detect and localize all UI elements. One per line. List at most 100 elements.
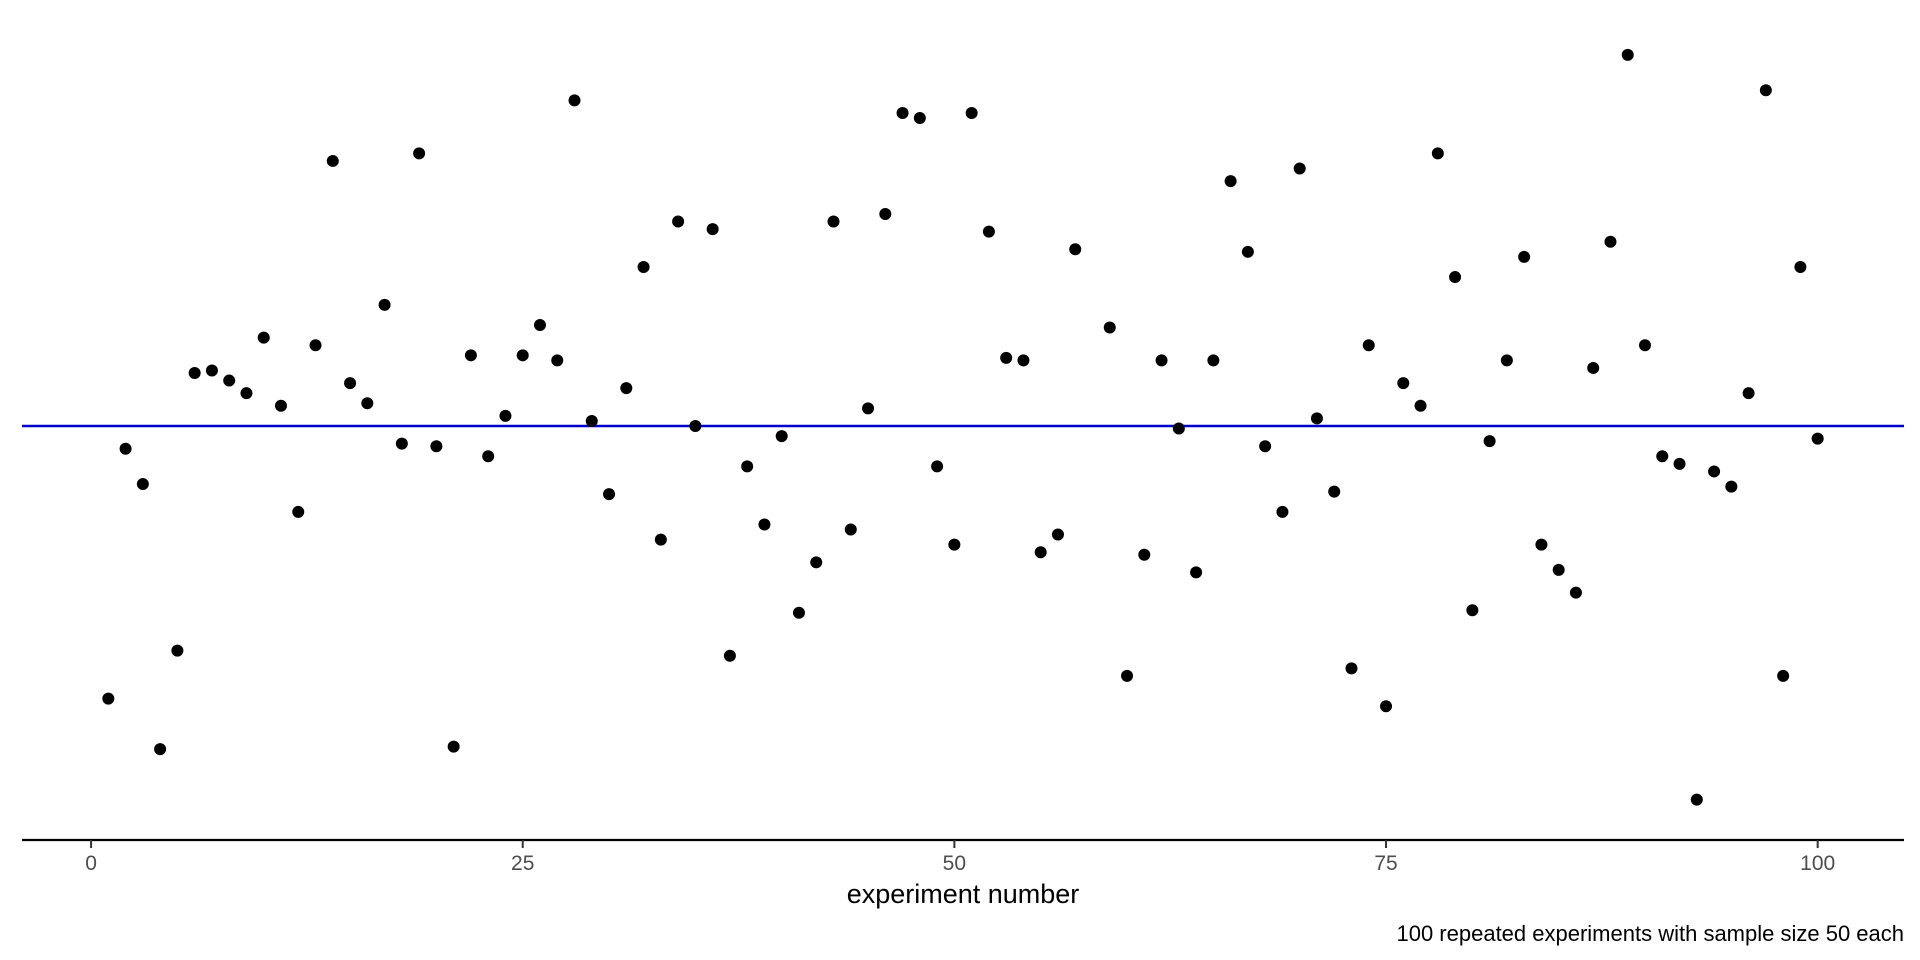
data-point	[1466, 604, 1479, 617]
chart-caption: 100 repeated experiments with sample siz…	[1396, 921, 1904, 946]
data-point	[205, 364, 218, 377]
data-point	[1742, 387, 1755, 400]
data-point	[741, 460, 754, 473]
data-point	[620, 382, 633, 395]
data-point	[1034, 546, 1047, 559]
data-point	[706, 223, 719, 236]
points-layer	[102, 48, 1824, 806]
data-point	[1241, 245, 1254, 258]
data-point	[136, 478, 149, 491]
data-point	[1552, 563, 1565, 576]
data-point	[792, 606, 805, 619]
data-point	[430, 440, 443, 453]
data-point	[672, 215, 685, 228]
data-point	[1224, 175, 1237, 188]
data-point	[1345, 662, 1358, 675]
data-point	[1000, 351, 1013, 364]
data-point	[1483, 435, 1496, 448]
data-point	[1759, 84, 1772, 97]
data-point	[326, 154, 339, 167]
data-point	[413, 147, 426, 160]
data-point	[447, 740, 460, 753]
data-point	[689, 420, 702, 432]
data-point	[965, 106, 978, 119]
data-point	[551, 354, 564, 367]
data-point	[948, 538, 961, 551]
data-point	[378, 298, 391, 311]
data-point	[1535, 538, 1548, 551]
x-tick-label: 100	[1800, 852, 1835, 875]
data-point	[499, 409, 512, 422]
x-tick-label: 50	[943, 852, 966, 875]
data-point	[1362, 339, 1375, 352]
data-point	[1725, 480, 1738, 493]
data-point	[102, 692, 115, 705]
data-point	[1500, 354, 1513, 367]
data-point	[844, 523, 857, 536]
data-point	[1518, 250, 1531, 263]
data-point	[188, 366, 201, 379]
data-point	[223, 374, 236, 387]
data-point	[1293, 162, 1306, 175]
data-point	[1017, 354, 1030, 367]
data-point	[1639, 339, 1652, 352]
data-point	[1155, 354, 1168, 367]
data-point	[603, 488, 616, 501]
data-point	[585, 414, 598, 427]
data-point	[1690, 793, 1703, 806]
data-point	[568, 94, 581, 107]
data-point	[1708, 465, 1721, 478]
data-point	[1310, 412, 1323, 425]
data-point	[637, 260, 650, 273]
data-point	[240, 387, 253, 400]
data-point	[1431, 147, 1444, 160]
data-point	[896, 106, 909, 119]
data-point	[1673, 457, 1686, 470]
data-point	[533, 319, 546, 332]
data-point	[274, 399, 287, 412]
data-point	[723, 649, 736, 662]
data-point	[516, 349, 529, 362]
data-point	[292, 505, 305, 518]
data-point	[171, 644, 184, 657]
data-point	[1794, 260, 1807, 273]
data-point	[1656, 450, 1669, 463]
data-point	[1328, 485, 1341, 498]
data-point	[862, 402, 875, 415]
data-point	[344, 377, 357, 390]
data-point	[1051, 528, 1064, 541]
data-point	[827, 215, 840, 228]
data-point	[1604, 235, 1617, 248]
data-point	[982, 225, 995, 238]
data-point	[654, 533, 667, 546]
data-point	[775, 430, 788, 443]
data-point	[1414, 399, 1427, 412]
data-point	[1397, 377, 1410, 390]
data-point	[119, 442, 132, 455]
data-point	[913, 112, 926, 125]
x-tick-label: 25	[511, 852, 534, 875]
data-point	[1380, 700, 1393, 713]
data-point	[758, 518, 771, 531]
data-point	[1569, 586, 1582, 599]
data-point	[1121, 669, 1134, 682]
data-point	[1207, 354, 1220, 367]
data-point	[1449, 271, 1462, 284]
x-axis: 0 25 50 75 100	[22, 838, 1904, 875]
data-point	[257, 331, 270, 344]
data-point	[931, 460, 944, 473]
x-tick-label: 75	[1374, 852, 1397, 875]
data-point	[879, 207, 892, 220]
data-point	[1138, 548, 1151, 561]
data-point	[395, 437, 408, 450]
data-point	[309, 339, 322, 352]
data-point	[361, 397, 374, 410]
data-point	[1069, 243, 1082, 256]
data-point	[1587, 361, 1600, 374]
data-point	[1621, 48, 1634, 61]
data-point	[464, 349, 477, 362]
data-point	[1259, 440, 1272, 453]
data-point	[1190, 566, 1203, 579]
